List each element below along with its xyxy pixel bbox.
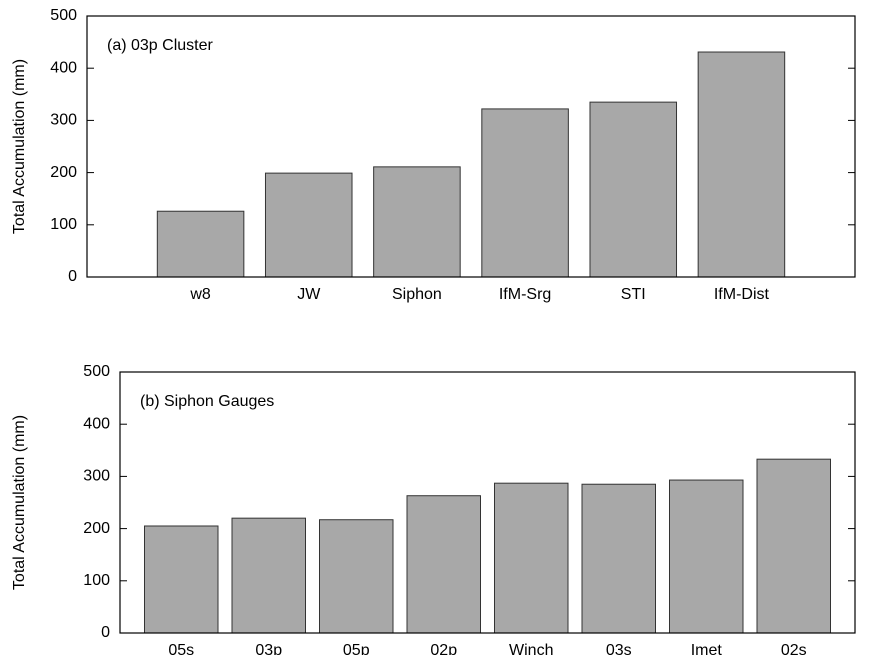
axes-frame <box>86 15 856 278</box>
bar <box>406 495 481 634</box>
bar <box>494 482 569 634</box>
x-tick-label: 05s <box>168 642 194 655</box>
bar <box>144 525 219 634</box>
bar <box>156 210 245 278</box>
x-tick-label: JW <box>297 286 321 303</box>
x-tick-label: 02s <box>781 642 807 655</box>
y-tick-label: 300 <box>83 468 110 485</box>
bar <box>264 172 353 278</box>
bar <box>373 166 461 278</box>
y-axis-label: Total Accumulation (mm) <box>11 59 28 234</box>
x-tick-label: Siphon <box>392 286 442 303</box>
x-tick-label: 03p <box>255 642 282 655</box>
annotation: (b) Siphon Gauges <box>140 393 274 410</box>
bar <box>581 483 656 634</box>
x-tick-label: 03s <box>606 642 632 655</box>
x-tick-label: w8 <box>189 286 211 303</box>
axes-frame <box>119 371 856 634</box>
y-tick-label: 0 <box>101 624 110 641</box>
x-tick-label: Imet <box>691 642 723 655</box>
y-tick-label: 200 <box>50 164 77 181</box>
y-tick-label: 500 <box>83 363 110 380</box>
bar <box>669 479 744 634</box>
y-tick-label: 100 <box>50 216 77 233</box>
y-tick-label: 400 <box>83 415 110 432</box>
bar <box>231 517 306 634</box>
x-tick-label: 05p <box>343 642 370 655</box>
x-tick-label: 02p <box>430 642 457 655</box>
x-tick-label: Winch <box>509 642 553 655</box>
bar <box>481 108 569 278</box>
x-tick-label: STI <box>621 286 646 303</box>
annotation: (a) 03p Cluster <box>107 37 213 54</box>
y-tick-label: 100 <box>83 572 110 589</box>
y-tick-label: 0 <box>68 268 77 285</box>
y-tick-label: 400 <box>50 59 77 76</box>
bar <box>756 458 831 634</box>
bar <box>589 101 678 278</box>
x-tick-label: IfM-Dist <box>714 286 770 303</box>
y-tick-label: 300 <box>50 112 77 129</box>
x-tick-label: IfM-Srg <box>499 286 551 303</box>
bar <box>319 519 394 634</box>
y-tick-label: 200 <box>83 520 110 537</box>
y-axis-label: Total Accumulation (mm) <box>11 415 28 590</box>
y-tick-label: 500 <box>50 7 77 24</box>
bar <box>697 51 786 278</box>
